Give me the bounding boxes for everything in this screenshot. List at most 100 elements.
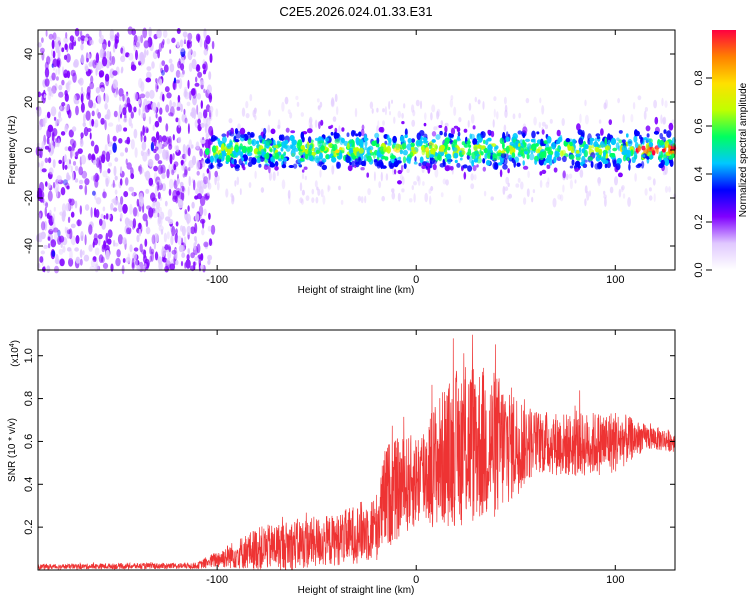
spectrogram-cell <box>427 166 431 174</box>
spectrogram-cell <box>87 128 92 132</box>
spectrogram-cell <box>421 165 426 169</box>
spectrogram-cell <box>98 37 104 44</box>
spectrogram-cell <box>165 123 169 132</box>
spectrogram-cell <box>208 71 212 80</box>
spectrogram-cell <box>487 137 492 142</box>
spectrogram-cell <box>159 78 163 86</box>
spectrogram-cell <box>664 165 668 175</box>
spectrogram-cell <box>143 40 150 49</box>
spectrogram-cell <box>541 121 546 127</box>
spectrogram-cell <box>360 167 365 171</box>
spectrogram-cell <box>81 170 88 179</box>
snr-x-axis-label: Height of straight line (km) <box>298 585 415 596</box>
spectrogram-cell <box>72 171 75 181</box>
spectrogram-cell <box>83 113 86 125</box>
spectrogram-cell <box>533 116 537 126</box>
spectrogram-cell <box>183 35 187 44</box>
spectrogram-cell <box>208 170 211 181</box>
spectrogram-cell <box>136 234 140 243</box>
spectrogram-cell <box>357 195 362 202</box>
spectrogram-cell <box>102 206 106 212</box>
spectrogram-cell <box>109 35 115 42</box>
spectrogram-cell <box>70 211 75 218</box>
spectrogram-cell <box>373 171 376 182</box>
spectrogram-cell <box>78 77 84 86</box>
spectrogram-cell <box>164 244 169 251</box>
spectrogram-cell <box>632 102 636 110</box>
spectrogram-cell <box>129 244 133 253</box>
spectrogram-cell <box>509 141 515 146</box>
spectrogram-cell <box>70 165 73 173</box>
spectrogram-cell <box>171 169 175 176</box>
spectrogram-cell <box>669 140 674 146</box>
spectrogram-cell <box>188 176 191 187</box>
spectrogram-cell <box>123 117 128 123</box>
spectrogram-cell <box>67 247 72 252</box>
spectrogram-cell <box>195 76 198 83</box>
spectrogram-cell <box>168 112 174 117</box>
spectrogram-cell <box>604 163 608 169</box>
spectrogram-cell <box>178 117 181 128</box>
spectrogram-cell <box>288 165 294 168</box>
spectrogram-cell <box>369 149 372 154</box>
spectrogram-cell <box>476 133 482 141</box>
spectrogram-cell <box>204 194 210 201</box>
spectrogram-cell <box>324 137 330 142</box>
spectrogram-cell <box>583 149 589 158</box>
spectrogram-cell <box>187 32 193 41</box>
spectrogram-cell <box>572 138 576 145</box>
spectrogram-cell <box>454 159 458 164</box>
spectrogram-cell <box>336 161 341 169</box>
spectrogram-cell <box>64 103 70 111</box>
spectrogram-cell <box>401 176 405 186</box>
spectrogram-cell <box>172 153 175 161</box>
spectrogram-cell <box>482 101 485 110</box>
colorbar-label: Normalized spectral amplitude <box>738 82 749 217</box>
spectrogram-cell <box>659 157 662 163</box>
spectrogram-cell <box>274 165 279 171</box>
spectrogram-cell <box>137 98 141 105</box>
colorbar-tick-label: 0.4 <box>693 166 705 181</box>
spectrogram-cell <box>411 138 416 143</box>
spectrogram-cell <box>95 87 101 94</box>
spectrogram-cell <box>179 47 185 53</box>
spectrogram-cell <box>476 153 480 157</box>
spectrogram-cell <box>166 168 170 179</box>
spectrogram-cell <box>539 179 543 188</box>
spectrogram-cell <box>492 161 498 170</box>
spectrogram-cell <box>331 165 335 175</box>
spectrogram-cell <box>622 114 625 123</box>
spectrogram-cell <box>376 125 379 133</box>
y-tick-label: 40 <box>23 48 35 60</box>
spectrogram-cell <box>94 119 99 128</box>
spectrogram-cell <box>84 178 90 186</box>
spectrogram-cell <box>66 229 71 235</box>
spectrogram-cell <box>203 208 207 216</box>
spectrogram-cell <box>40 231 46 240</box>
spectrogram-cell <box>101 244 106 250</box>
spectrogram-cell <box>131 257 135 269</box>
spectrogram-cell <box>626 133 629 138</box>
spectrogram-cell <box>185 213 191 224</box>
spectrogram-cell <box>48 33 54 40</box>
spectrogram-cell <box>205 158 211 164</box>
spectrogram-cell <box>568 154 575 160</box>
spectrogram-cell <box>615 163 621 171</box>
spectrogram-cell <box>161 172 166 179</box>
spectrogram-cell <box>418 162 422 167</box>
colorbar-ticks: 0.0 0.2 0.4 0.6 0.8 <box>693 70 712 278</box>
spectrogram-cell <box>153 233 159 243</box>
spectrogram-cell <box>111 183 117 188</box>
spectrogram-cell <box>553 167 558 173</box>
spectrogram-cell <box>203 241 209 248</box>
spectrogram-cell <box>671 119 675 125</box>
spectrogram-cell <box>67 109 72 119</box>
spectrogram-cell <box>574 167 579 172</box>
spectrogram-cell <box>492 119 495 128</box>
spectrogram-cell <box>355 147 359 152</box>
spectrogram-cell <box>91 110 95 117</box>
spectrogram-cell <box>349 149 354 153</box>
spectrogram-cell <box>470 173 474 181</box>
spectrogram-cell <box>469 133 473 139</box>
spectrogram-cell <box>107 238 112 245</box>
